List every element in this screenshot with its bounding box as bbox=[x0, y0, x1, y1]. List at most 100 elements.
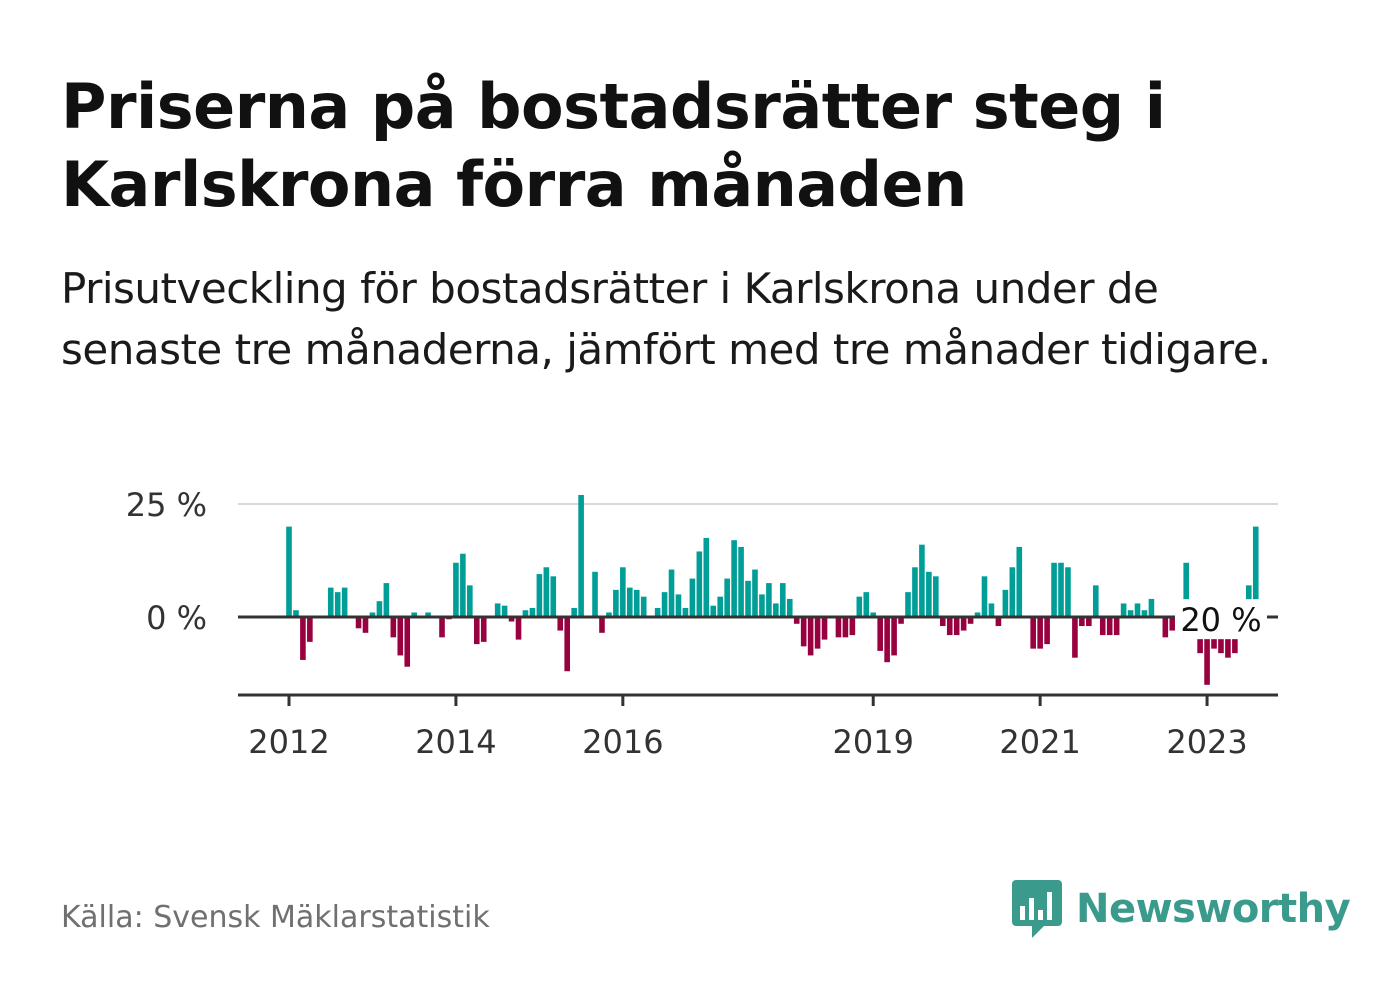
bar bbox=[981, 576, 988, 617]
bar bbox=[703, 537, 710, 617]
bar bbox=[814, 617, 821, 649]
bar bbox=[877, 617, 883, 651]
bar bbox=[863, 592, 870, 617]
bar bbox=[1016, 546, 1023, 617]
bar bbox=[592, 571, 598, 617]
bar bbox=[620, 567, 626, 617]
page-title: Priserna på bostadsrätter steg i Karlskr… bbox=[61, 70, 1166, 221]
x-tick-label: 2019 bbox=[833, 723, 914, 761]
bar bbox=[1072, 617, 1078, 658]
bar bbox=[1148, 598, 1155, 617]
bar bbox=[1092, 585, 1099, 617]
bar bbox=[793, 617, 800, 624]
bar bbox=[1252, 526, 1259, 617]
bar bbox=[766, 583, 772, 617]
bar bbox=[835, 617, 842, 638]
bar bbox=[988, 603, 995, 617]
bar bbox=[515, 617, 522, 640]
bar bbox=[946, 617, 953, 636]
bar bbox=[1134, 603, 1141, 617]
label-layer: 0 % 25 % 2012 2014 2016 2019 2021 2023 20 % bbox=[126, 486, 1267, 761]
bar bbox=[390, 617, 397, 638]
bar bbox=[334, 592, 341, 617]
bar bbox=[1120, 603, 1127, 617]
brand-name: Newsworthy bbox=[1076, 886, 1351, 932]
bar bbox=[599, 617, 605, 633]
bar bbox=[1030, 617, 1036, 649]
bar bbox=[633, 589, 640, 617]
bar bbox=[369, 612, 376, 617]
bar bbox=[891, 617, 897, 656]
bar bbox=[752, 569, 758, 617]
bar bbox=[293, 610, 299, 617]
bar bbox=[341, 587, 348, 617]
bar bbox=[1086, 617, 1092, 627]
bar bbox=[773, 603, 779, 617]
source-note: Källa: Svensk Mäklarstatistik bbox=[61, 900, 490, 935]
bar bbox=[1099, 617, 1106, 636]
y-tick-label: 0 % bbox=[146, 599, 207, 637]
last-value-label: 20 % bbox=[1180, 601, 1261, 639]
bar bbox=[300, 617, 306, 660]
bar bbox=[480, 617, 487, 642]
bar bbox=[717, 596, 724, 617]
bar bbox=[494, 603, 501, 617]
bar bbox=[460, 553, 466, 617]
bar bbox=[953, 617, 960, 636]
bar bbox=[967, 617, 974, 624]
bar bbox=[355, 617, 362, 629]
bar bbox=[501, 605, 508, 617]
bar bbox=[1009, 567, 1016, 617]
bar bbox=[1051, 562, 1057, 617]
bar bbox=[759, 594, 765, 617]
bar bbox=[550, 576, 557, 617]
bar bbox=[898, 617, 904, 624]
bar bbox=[1106, 617, 1113, 636]
newsworthy-logo-icon bbox=[1012, 880, 1062, 938]
bar bbox=[1002, 589, 1009, 617]
bar bbox=[404, 617, 411, 667]
bar bbox=[473, 617, 480, 645]
bar bbox=[522, 610, 529, 617]
bar bbox=[1037, 617, 1043, 649]
bar bbox=[383, 583, 390, 617]
bar bbox=[842, 617, 849, 638]
bar bbox=[1065, 567, 1071, 617]
bar bbox=[327, 587, 334, 617]
bar bbox=[654, 607, 661, 617]
x-tick-label: 2014 bbox=[415, 723, 496, 761]
bar bbox=[397, 617, 404, 656]
bar bbox=[578, 494, 584, 617]
bar bbox=[362, 617, 369, 633]
bar bbox=[884, 617, 890, 663]
bar bbox=[1141, 610, 1148, 617]
bar bbox=[870, 612, 877, 617]
bar bbox=[682, 607, 689, 617]
bar bbox=[1044, 617, 1050, 645]
bar bbox=[919, 544, 925, 617]
bar bbox=[933, 576, 939, 617]
x-tick-label: 2012 bbox=[248, 723, 329, 761]
axis-layer bbox=[238, 615, 1278, 706]
bar bbox=[731, 540, 737, 617]
bar bbox=[536, 574, 543, 617]
bar bbox=[557, 617, 564, 631]
bar bbox=[1169, 617, 1176, 631]
bar bbox=[1079, 617, 1085, 627]
bar bbox=[738, 546, 744, 617]
bar bbox=[613, 589, 619, 617]
bar bbox=[974, 612, 981, 617]
bar bbox=[786, 598, 793, 617]
bar bbox=[689, 578, 696, 617]
bar bbox=[856, 596, 863, 617]
bar bbox=[543, 567, 550, 617]
y-tick-label: 25 % bbox=[126, 486, 207, 524]
bar bbox=[696, 551, 703, 617]
bar bbox=[1162, 617, 1169, 638]
bar bbox=[995, 617, 1002, 627]
bar bbox=[710, 605, 717, 617]
bar bbox=[425, 612, 431, 617]
brand-logo: Newsworthy bbox=[1010, 878, 1351, 940]
bar bbox=[640, 596, 647, 617]
bars-layer bbox=[286, 494, 1259, 685]
